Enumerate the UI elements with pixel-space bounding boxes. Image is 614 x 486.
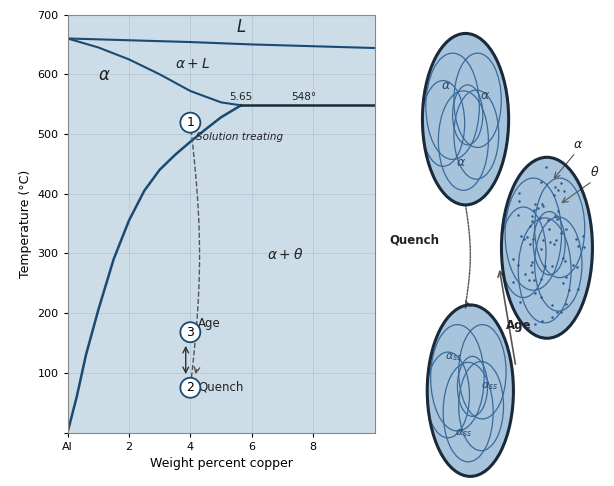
Text: 5.65: 5.65 xyxy=(230,92,252,103)
Text: Quench: Quench xyxy=(389,233,439,246)
Text: $\alpha_{ss}$: $\alpha_{ss}$ xyxy=(481,380,498,392)
Text: $\alpha + L$: $\alpha + L$ xyxy=(175,57,210,71)
Text: $\alpha$: $\alpha$ xyxy=(441,79,451,92)
Text: Solution treating: Solution treating xyxy=(196,132,284,142)
Y-axis label: Temperature (°C): Temperature (°C) xyxy=(19,170,32,278)
Text: $\alpha_{ss}$: $\alpha_{ss}$ xyxy=(454,428,472,439)
Text: 548°: 548° xyxy=(292,92,317,103)
Circle shape xyxy=(427,305,513,476)
Circle shape xyxy=(422,34,508,205)
Text: Quench: Quench xyxy=(198,381,243,394)
Text: $\alpha + \theta$: $\alpha + \theta$ xyxy=(267,247,303,262)
Text: $\alpha$: $\alpha$ xyxy=(573,138,583,151)
Text: $\alpha$: $\alpha$ xyxy=(456,156,466,169)
Text: 1: 1 xyxy=(187,116,194,129)
Text: $\alpha$: $\alpha$ xyxy=(98,66,111,84)
X-axis label: Weight percent copper: Weight percent copper xyxy=(150,457,292,470)
Text: Age: Age xyxy=(198,317,221,330)
Text: $\alpha_{ss}$: $\alpha_{ss}$ xyxy=(445,351,462,363)
Text: Age: Age xyxy=(506,319,532,332)
Text: 2: 2 xyxy=(187,381,194,394)
Text: $L$: $L$ xyxy=(236,18,247,36)
Text: $\alpha$: $\alpha$ xyxy=(480,89,490,102)
Text: $\theta$: $\theta$ xyxy=(590,165,599,179)
Text: 3: 3 xyxy=(187,326,194,339)
Circle shape xyxy=(502,157,593,338)
